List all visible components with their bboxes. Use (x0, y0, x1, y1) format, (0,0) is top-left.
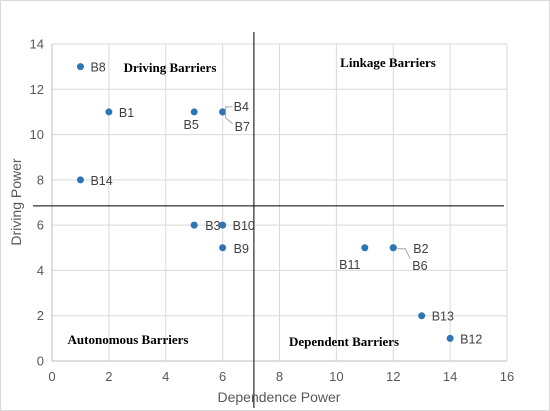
point-b10 (219, 221, 227, 229)
y-tick-label: 8 (37, 172, 44, 187)
x-tick-label: 2 (105, 369, 112, 384)
quadrant-label-linkage: Linkage Barriers (340, 55, 436, 70)
quadrant-dividers (33, 32, 504, 408)
data-points (76, 63, 454, 342)
x-tick-label: 4 (162, 369, 169, 384)
point-b9 (219, 244, 227, 252)
point-label-b4: B4 (234, 100, 249, 114)
y-axis-title: Driving Power (8, 158, 24, 245)
point-label-b2: B2 (413, 242, 428, 256)
y-tick-label: 0 (37, 354, 44, 369)
point-b12 (446, 334, 454, 342)
point-label-b6: B6 (412, 259, 427, 273)
x-tick-label: 6 (219, 369, 226, 384)
point-b11 (361, 244, 369, 252)
y-tick-label: 10 (30, 127, 44, 142)
point-b14 (76, 176, 84, 184)
quadrant-labels: Driving Barriers Linkage Barriers Autonomo… (68, 55, 436, 349)
leader-line-b2-b6 (397, 248, 411, 260)
x-tick-label: 16 (500, 369, 514, 384)
point-b1 (105, 108, 113, 116)
point-label-b7: B7 (235, 120, 250, 134)
point-label-b3: B3 (205, 219, 220, 233)
point-label-b10: B10 (233, 219, 255, 233)
tick-labels: 0 2 4 6 8 10 12 14 16 0 2 4 6 8 10 12 14 (30, 37, 515, 385)
point-b8 (76, 63, 84, 71)
x-axis-title: Dependence Power (218, 389, 341, 405)
point-b7 (219, 108, 227, 116)
x-tick-label: 12 (386, 369, 400, 384)
quadrant-label-driving: Driving Barriers (124, 60, 217, 75)
point-label-b12: B12 (460, 332, 482, 346)
point-label-b1: B1 (119, 106, 134, 120)
point-label-b8: B8 (90, 61, 105, 75)
point-label-b5: B5 (184, 118, 199, 132)
y-tick-label: 2 (37, 308, 44, 323)
point-labels: B1 B2 B3 B4 B5 B6 B7 B8 B9 B10 B11 B12 B13 B14 (90, 61, 482, 347)
y-tick-label: 4 (37, 263, 44, 278)
axes (51, 44, 507, 362)
gridlines (52, 43, 508, 361)
point-b13 (418, 312, 426, 320)
point-label-b13: B13 (432, 310, 454, 324)
leader-line-b4-b7 (225, 106, 233, 125)
y-tick-label: 14 (30, 37, 44, 52)
quadrant-label-autonomous: Autonomous Barriers (68, 332, 189, 347)
point-label-b14: B14 (90, 174, 112, 188)
x-tick-label: 8 (276, 369, 283, 384)
point-label-b9: B9 (234, 242, 249, 256)
point-label-b11: B11 (339, 258, 360, 272)
x-tick-label: 10 (329, 369, 343, 384)
y-tick-label: 12 (30, 82, 44, 97)
x-tick-label: 14 (443, 369, 457, 384)
point-b5 (190, 108, 198, 116)
x-tick-label: 0 (48, 369, 55, 384)
point-b3 (190, 221, 198, 229)
point-b6 (389, 244, 397, 252)
y-tick-label: 6 (37, 218, 44, 233)
quadrant-label-dependent: Dependent Barriers (289, 334, 399, 349)
